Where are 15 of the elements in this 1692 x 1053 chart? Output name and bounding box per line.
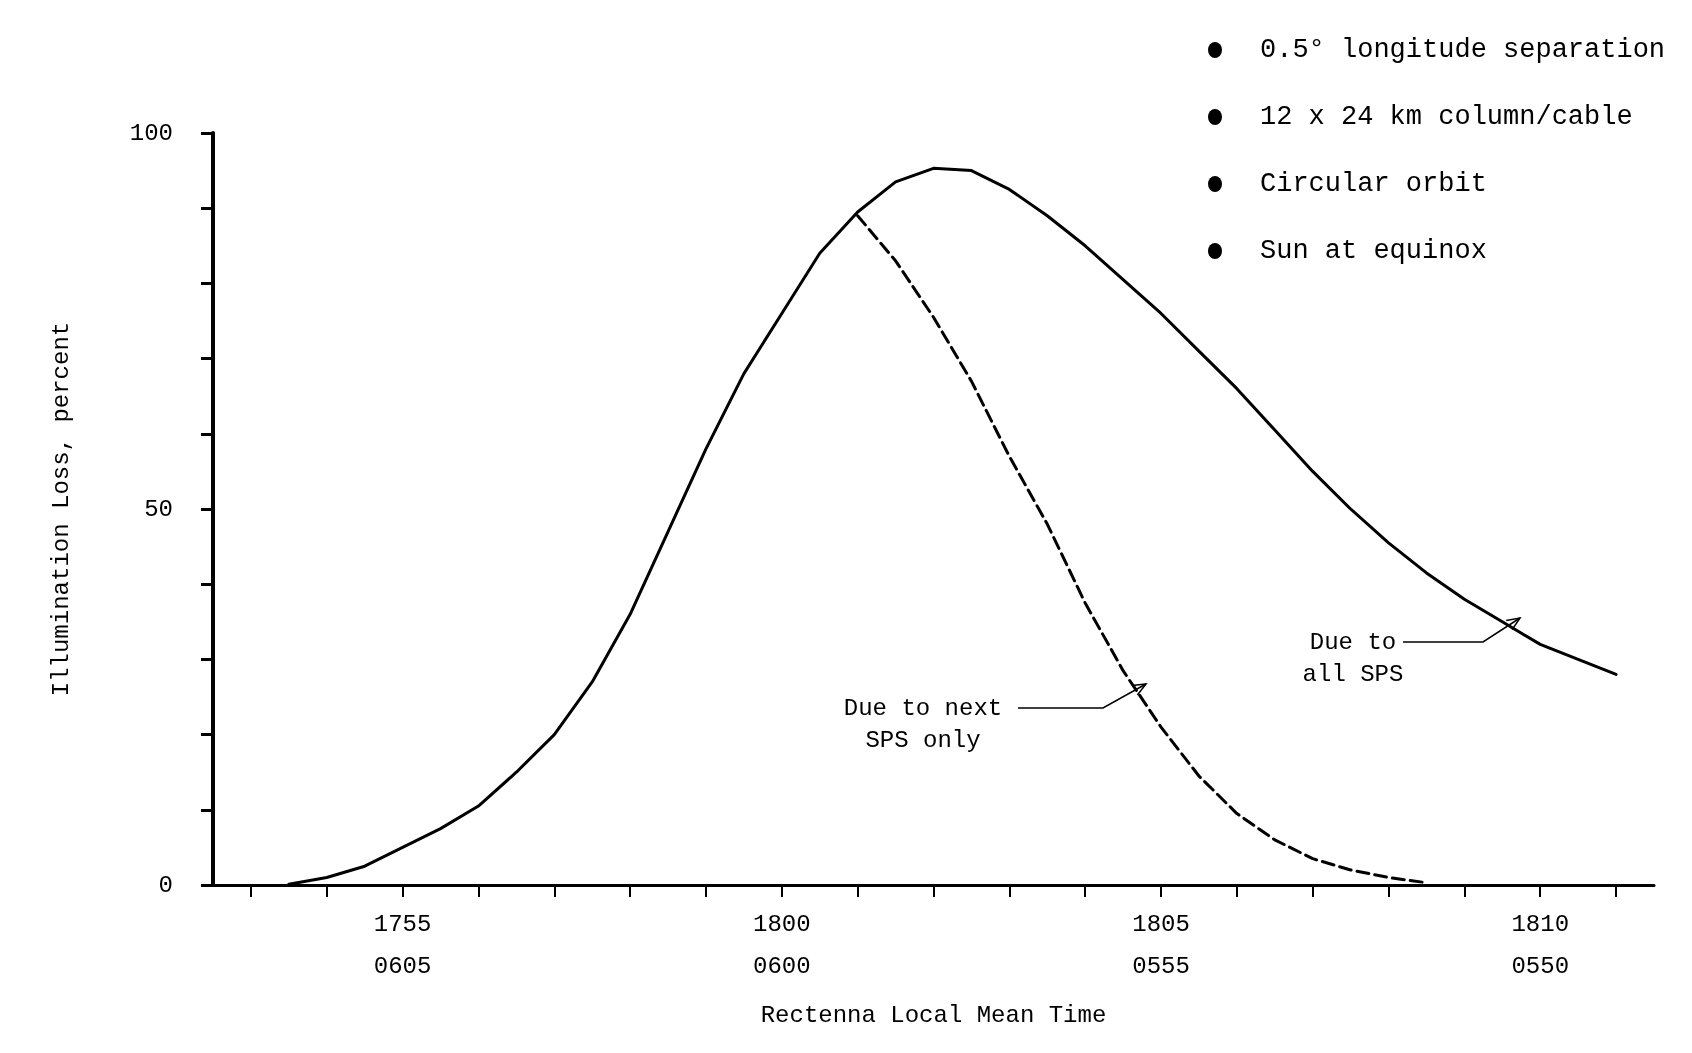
x-axis-title: Rectenna Local Mean Time [760, 1001, 1107, 1029]
text: 0.5° longitude separation [1260, 34, 1666, 65]
text: 12 x 24 km column/cable [1260, 101, 1633, 132]
x-tick-label: 1805 0555 [1132, 910, 1190, 980]
annotation: Sun at equinox [1260, 235, 1487, 266]
x-tick-label: 1755 0605 [373, 910, 432, 980]
x-tick-label: 1810 0550 [1511, 910, 1570, 980]
annotation: Due to all SPS [1302, 628, 1404, 688]
y-tick-label: 100 [129, 119, 173, 147]
y-tick-label: 50 [144, 495, 173, 523]
annotation: Due to next SPS only [843, 694, 1003, 754]
x-tick-label: 1800 0600 [753, 910, 811, 980]
annotation: Circular orbit [1260, 168, 1487, 199]
y-tick-label: 0 [158, 871, 173, 899]
y-axis-title: Illumination Loss, percent [47, 321, 75, 697]
